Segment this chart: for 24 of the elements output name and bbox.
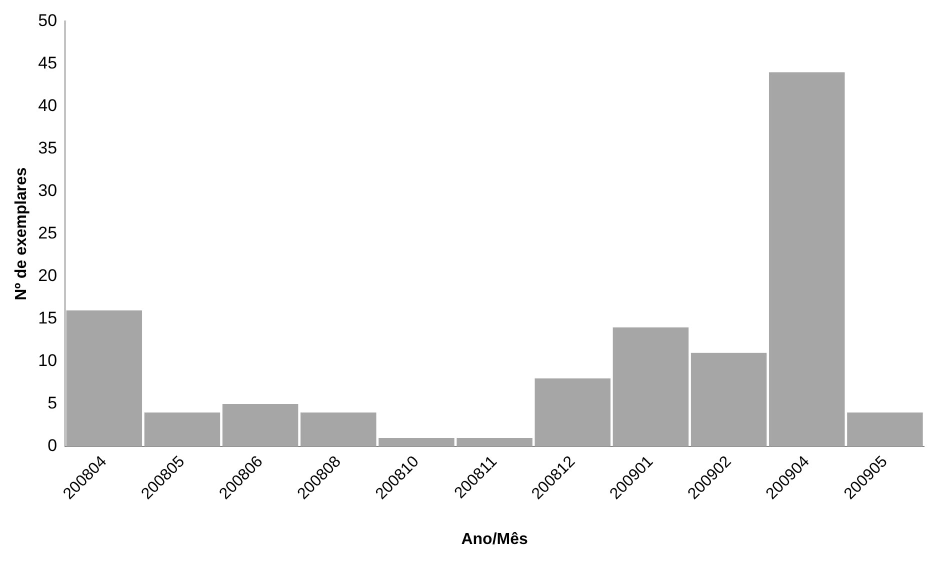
y-tick-label: 0: [48, 436, 58, 456]
y-axis-title: Nº de exemplares: [13, 167, 30, 300]
bar: [612, 327, 689, 446]
bar: [144, 412, 220, 446]
y-tick-label: 30: [38, 180, 58, 200]
y-tick-label: 15: [38, 308, 58, 328]
bar: [847, 412, 923, 446]
y-tick-label: 35: [38, 138, 58, 158]
x-axis-title: Ano/Mês: [461, 530, 528, 548]
bar: [378, 438, 454, 446]
y-tick-label: 40: [38, 96, 58, 115]
y-tick-label: 25: [38, 224, 58, 243]
bar: [66, 310, 142, 446]
bar: [534, 378, 611, 446]
bar: [300, 412, 376, 446]
y-tick-label: 45: [38, 53, 58, 72]
y-tick-label: 10: [38, 351, 58, 370]
bar: [456, 438, 532, 446]
bar: [690, 352, 767, 446]
bar: [769, 72, 845, 446]
y-tick-label: 50: [38, 10, 58, 30]
y-tick-label: 20: [38, 266, 58, 286]
y-tick-label: 5: [48, 394, 58, 413]
bar: [222, 404, 298, 446]
